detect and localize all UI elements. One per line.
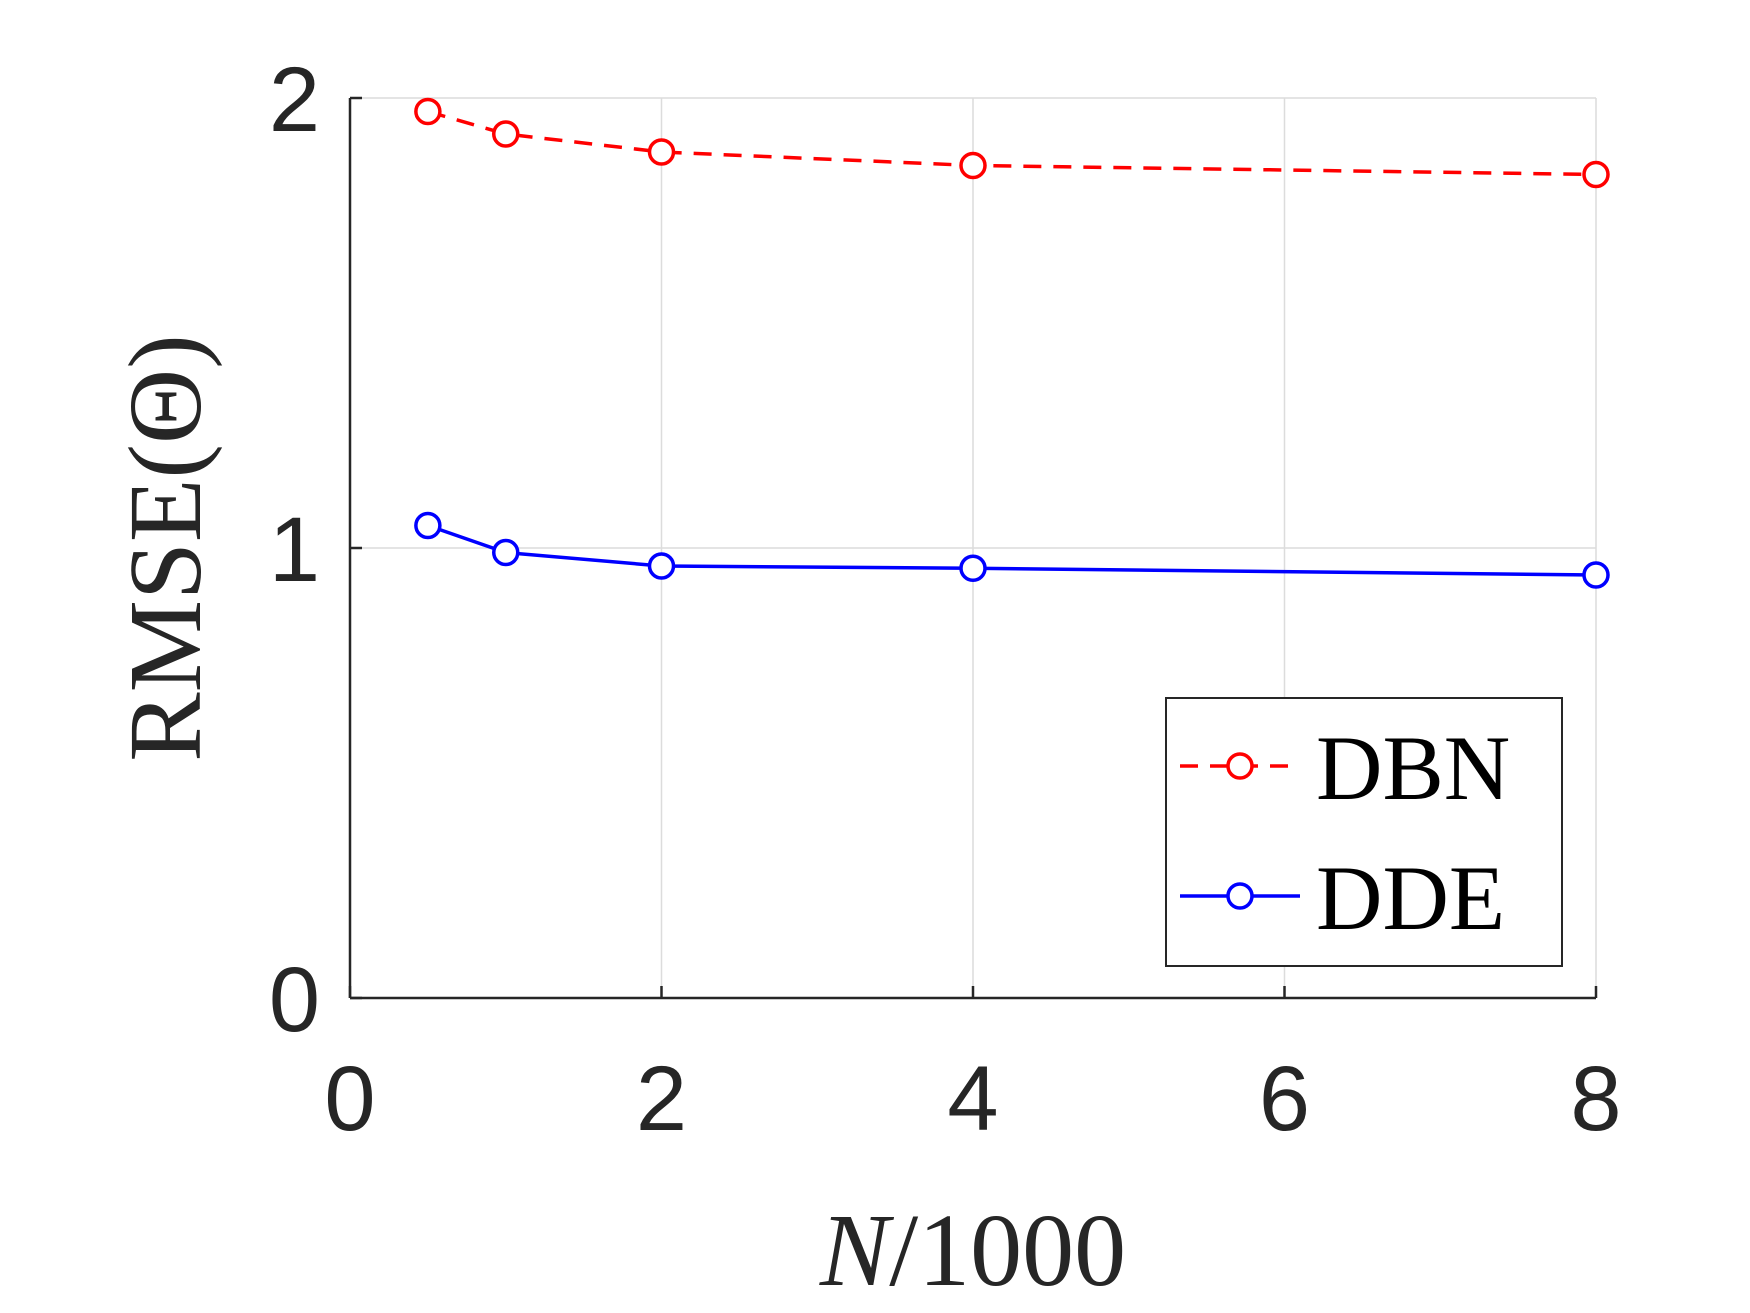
data-point-dbn [647, 138, 676, 166]
x-tick-label: 8 [1570, 1048, 1621, 1150]
data-point-dde [647, 552, 676, 580]
x-axis-title-variable: N [819, 1193, 895, 1308]
x-tick-label: 2 [636, 1048, 687, 1150]
y-axis-title: RMSE(Θ) [108, 334, 223, 762]
x-axis-title-suffix: /1000 [889, 1193, 1126, 1308]
series-layer [414, 97, 1610, 589]
data-point-dbn [492, 120, 520, 148]
data-point-dbn [959, 151, 987, 180]
legend-entries: DBN DDE [1180, 717, 1510, 949]
y-tick-label: 0 [269, 949, 320, 1051]
data-point-dde [959, 554, 987, 582]
x-tick-label: 6 [1259, 1048, 1310, 1150]
axes [348, 96, 1598, 1000]
legend-marker-dbn [1226, 752, 1254, 780]
x-axis-title: N/1000 [819, 1193, 1126, 1308]
data-point-dbn [1582, 160, 1610, 189]
data-point-dde [492, 538, 520, 567]
y-tick-label: 2 [269, 49, 320, 151]
legend-label-dbn: DBN [1316, 717, 1510, 819]
legend-box [1165, 697, 1563, 967]
legend-label-dde: DDE [1316, 847, 1505, 949]
y-tick-label: 1 [269, 499, 320, 601]
data-point-dbn [414, 97, 442, 126]
series-line-dbn [427, 109, 1597, 177]
tick-labels: 0 2 4 6 8 0 1 2 [269, 49, 1622, 1150]
x-tick-label: 0 [324, 1048, 375, 1150]
data-point-dde [1582, 561, 1610, 589]
legend-marker-dde [1226, 882, 1254, 910]
legend: DBN DDE [1165, 697, 1563, 967]
data-point-dde [414, 511, 442, 540]
x-tick-label: 4 [947, 1048, 998, 1150]
